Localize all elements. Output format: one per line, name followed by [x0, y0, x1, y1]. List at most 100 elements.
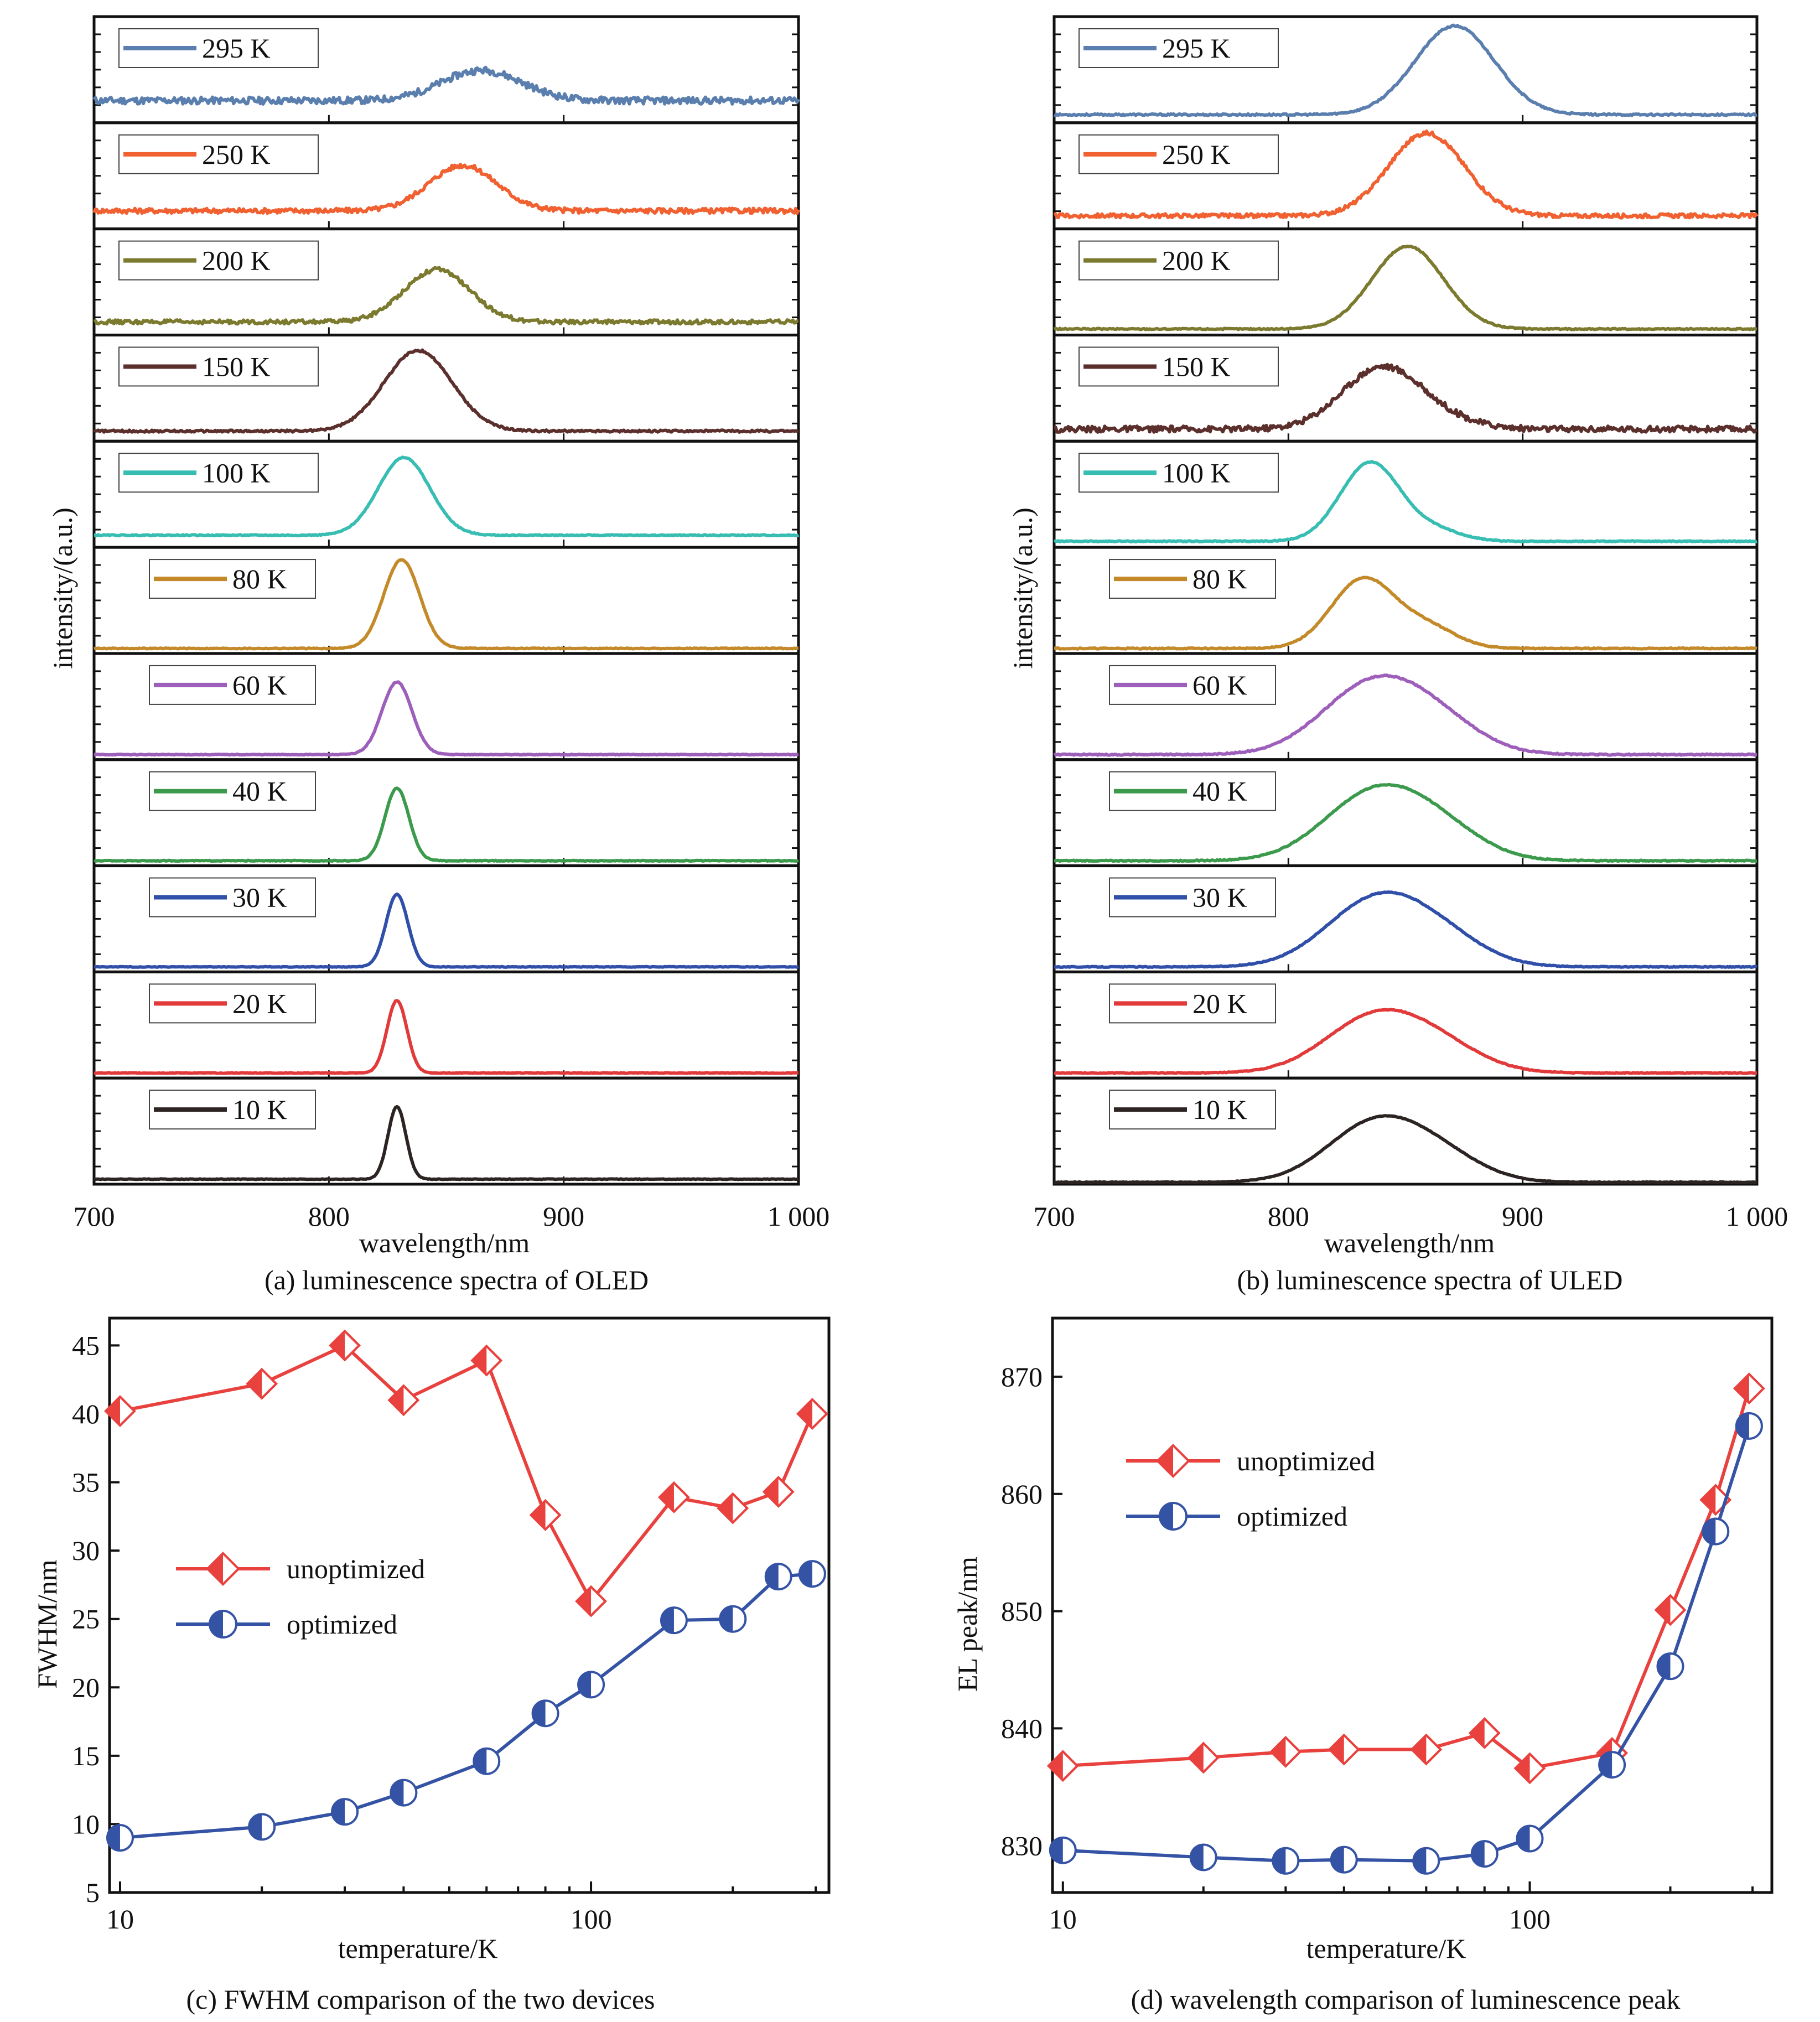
x-tick-label: 900 — [543, 1201, 584, 1232]
y-tick-label: 40 — [72, 1398, 100, 1429]
legend-label: unoptimized — [1237, 1445, 1375, 1476]
marker-diamond-edge — [206, 1552, 240, 1586]
legend-label: 200 K — [1162, 245, 1231, 276]
panel-c-y-axis-label: FWHM/nm — [32, 1559, 63, 1688]
marker-diamond-edge — [246, 1367, 278, 1400]
marker-circle-fill — [1517, 1826, 1530, 1852]
marker-diamond-fill — [1189, 1743, 1204, 1772]
x-tick-label: 1 000 — [1726, 1201, 1788, 1232]
spectrum-line — [1054, 783, 1757, 863]
legend-label: 250 K — [1162, 139, 1231, 170]
spectrum-line — [94, 999, 799, 1075]
marker-diamond-fill — [531, 1500, 546, 1530]
panel-c-x-axis-label: temperature/K — [338, 1933, 498, 1964]
legend-label: 295 K — [1162, 33, 1231, 64]
marker-diamond-edge — [1733, 1372, 1765, 1404]
series-line — [1062, 1425, 1751, 1863]
marker-diamond-edge — [1046, 1750, 1079, 1782]
marker-circle-fill — [1471, 1841, 1485, 1867]
marker-diamond-fill — [577, 1587, 592, 1616]
marker-diamond-edge — [1654, 1594, 1687, 1626]
marker-diamond-fill — [1329, 1735, 1344, 1764]
marker-circle-fill — [1413, 1848, 1427, 1874]
panel-b-uled-spectra: 295 K 250 K 200 K 150 K 100 K 80 K 60 K 40 K 30 … — [1034, 15, 1788, 1232]
marker-diamond-edge — [1156, 1444, 1190, 1478]
marker-diamond-edge — [1328, 1733, 1360, 1766]
marker-circle-fill — [1160, 1503, 1173, 1530]
legend-label: 80 K — [1192, 563, 1247, 594]
x-tick-label: 800 — [1268, 1201, 1309, 1232]
y-tick-label: 25 — [72, 1604, 100, 1635]
y-tick-label: 20 — [72, 1672, 100, 1703]
marker-diamond-edge — [1513, 1752, 1546, 1785]
panel-b-x-axis-label: wavelength/nm — [1324, 1227, 1495, 1258]
spectrum-line — [1053, 245, 1757, 331]
marker-diamond-fill — [797, 1399, 812, 1428]
x-tick-label: 10 — [106, 1904, 134, 1935]
marker-diamond-fill — [764, 1477, 779, 1506]
marker-circle-fill — [720, 1606, 733, 1632]
marker-circle-fill — [1273, 1848, 1286, 1874]
marker-diamond-fill — [1701, 1485, 1716, 1515]
spectrum-line — [93, 266, 799, 326]
y-tick-label: 15 — [72, 1740, 100, 1771]
series-line — [1062, 1388, 1751, 1770]
marker-diamond-edge — [575, 1585, 607, 1617]
legend-label: 150 K — [202, 351, 271, 382]
plot-frame — [108, 1316, 831, 1894]
legend-label: 250 K — [202, 139, 271, 170]
x-tick-label: 700 — [74, 1201, 115, 1232]
marker-circle-fill — [107, 1825, 120, 1851]
spectrum-line — [93, 348, 800, 434]
x-tick-label: 10 — [1049, 1904, 1077, 1935]
x-tick-label: 100 — [571, 1904, 612, 1935]
marker-diamond-fill — [247, 1369, 262, 1398]
panel-a-x-axis-label: wavelength/nm — [359, 1227, 530, 1258]
marker-circle-fill — [332, 1799, 345, 1825]
marker-diamond-fill — [1656, 1595, 1671, 1625]
spectrum-line — [1054, 1114, 1757, 1184]
legend-label: 40 K — [232, 776, 287, 807]
spectrum-line — [1054, 890, 1757, 969]
spectrum-line — [94, 558, 799, 651]
marker-diamond-edge — [762, 1476, 795, 1508]
marker-diamond-fill — [1048, 1751, 1063, 1781]
marker-circle-fill — [210, 1611, 223, 1637]
marker-diamond-edge — [387, 1384, 420, 1417]
legend-label: 60 K — [232, 670, 287, 701]
marker-circle-fill — [1050, 1837, 1063, 1863]
legend-label: optimized — [287, 1609, 397, 1640]
y-tick-label: 840 — [1001, 1713, 1043, 1744]
marker-circle-fill — [765, 1564, 779, 1590]
marker-diamond-edge — [717, 1492, 749, 1525]
spectrum-line — [1054, 1008, 1757, 1075]
legend-label: 40 K — [1192, 776, 1247, 807]
legend-box — [118, 453, 319, 493]
x-tick-label: 900 — [1502, 1201, 1543, 1232]
spectrum-line — [1053, 23, 1757, 117]
legend-label: 30 K — [232, 882, 287, 913]
spectrum-line — [1054, 576, 1757, 651]
marker-circle-fill — [1657, 1653, 1671, 1679]
marker-diamond-fill — [389, 1386, 404, 1415]
marker-diamond-fill — [472, 1346, 487, 1375]
panel-d-x-axis-label: temperature/K — [1306, 1933, 1466, 1964]
panel-a-y-axis-label: intensity/(a.u.) — [47, 507, 78, 669]
legend-label: 60 K — [1192, 670, 1247, 701]
x-tick-label: 100 — [1509, 1904, 1551, 1935]
x-tick-label: 800 — [308, 1201, 350, 1232]
marker-circle-fill — [1190, 1844, 1204, 1870]
spectrum-line — [92, 163, 800, 215]
marker-diamond-edge — [1699, 1484, 1732, 1516]
marker-diamond-edge — [104, 1395, 136, 1427]
legend-box — [1078, 453, 1279, 493]
legend-label: 30 K — [1192, 882, 1247, 913]
marker-circle-fill — [661, 1608, 674, 1634]
panel-d-el-peak-comparison: 830 840 850 860 870 10 100 unoptimized optimized — [1001, 1316, 1774, 1935]
panel-a-caption: (a) luminescence spectra of OLED — [265, 1264, 649, 1295]
marker-diamond-fill — [718, 1494, 733, 1523]
y-tick-label: 45 — [72, 1330, 100, 1361]
marker-diamond-fill — [1412, 1735, 1427, 1764]
